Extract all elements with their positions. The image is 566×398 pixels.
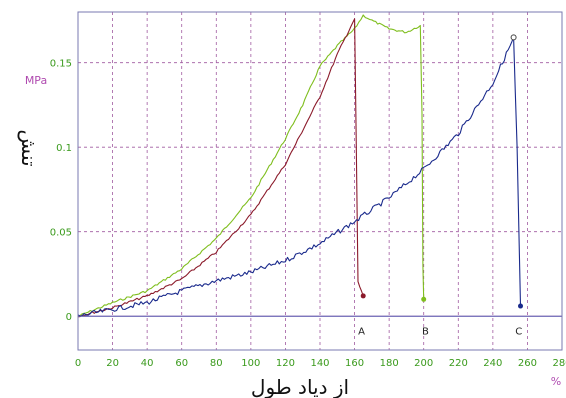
annotation-label: A <box>358 327 365 338</box>
x-tick-label: 40 <box>141 358 154 369</box>
series-line-1 <box>77 14 425 317</box>
x-tick-label: 240 <box>483 358 502 369</box>
annotation-label: B <box>422 327 429 338</box>
y-unit-label: MPa <box>25 74 47 87</box>
x-tick-label: 260 <box>518 358 537 369</box>
x-tick-label: 140 <box>310 358 329 369</box>
series-end-point-2 <box>360 293 366 299</box>
annotation-label: C <box>515 327 522 338</box>
y-axis-title: تنش <box>17 129 41 166</box>
y-tick-label: 0.1 <box>56 143 72 154</box>
series-end-point-1 <box>421 296 427 302</box>
labels: 0 20 40 60 80 100 120 140 160 180 200 220 240 260 28 0 0… <box>50 59 566 369</box>
plot-frame <box>77 11 563 351</box>
x-tick-label: 280 <box>552 358 566 369</box>
axes <box>77 11 563 351</box>
series-end-point-3 <box>518 303 524 309</box>
x-tick-label: 20 <box>106 358 119 369</box>
series-lines <box>77 14 522 318</box>
x-tick-label: 120 <box>276 358 295 369</box>
x-tick-label: 60 <box>175 358 188 369</box>
x-tick-label: 200 <box>414 358 433 369</box>
x-unit-label: % <box>551 375 561 388</box>
y-tick-label: 0.05 <box>50 228 72 239</box>
x-tick-label: 160 <box>345 358 364 369</box>
x-tick-label: 0 <box>75 358 81 369</box>
series-markers <box>360 34 524 309</box>
x-tick-label: 180 <box>380 358 399 369</box>
series-line-2 <box>77 18 364 318</box>
x-axis-title: از دیاد طول <box>251 375 349 398</box>
series-line-3 <box>77 36 522 317</box>
x-tick-label: 80 <box>210 358 223 369</box>
peak-point <box>510 34 517 41</box>
y-tick-label: 0.15 <box>50 59 72 70</box>
x-tick-label: 220 <box>449 358 468 369</box>
x-tick-label: 100 <box>241 358 260 369</box>
y-tick-label: 0 <box>66 312 72 323</box>
